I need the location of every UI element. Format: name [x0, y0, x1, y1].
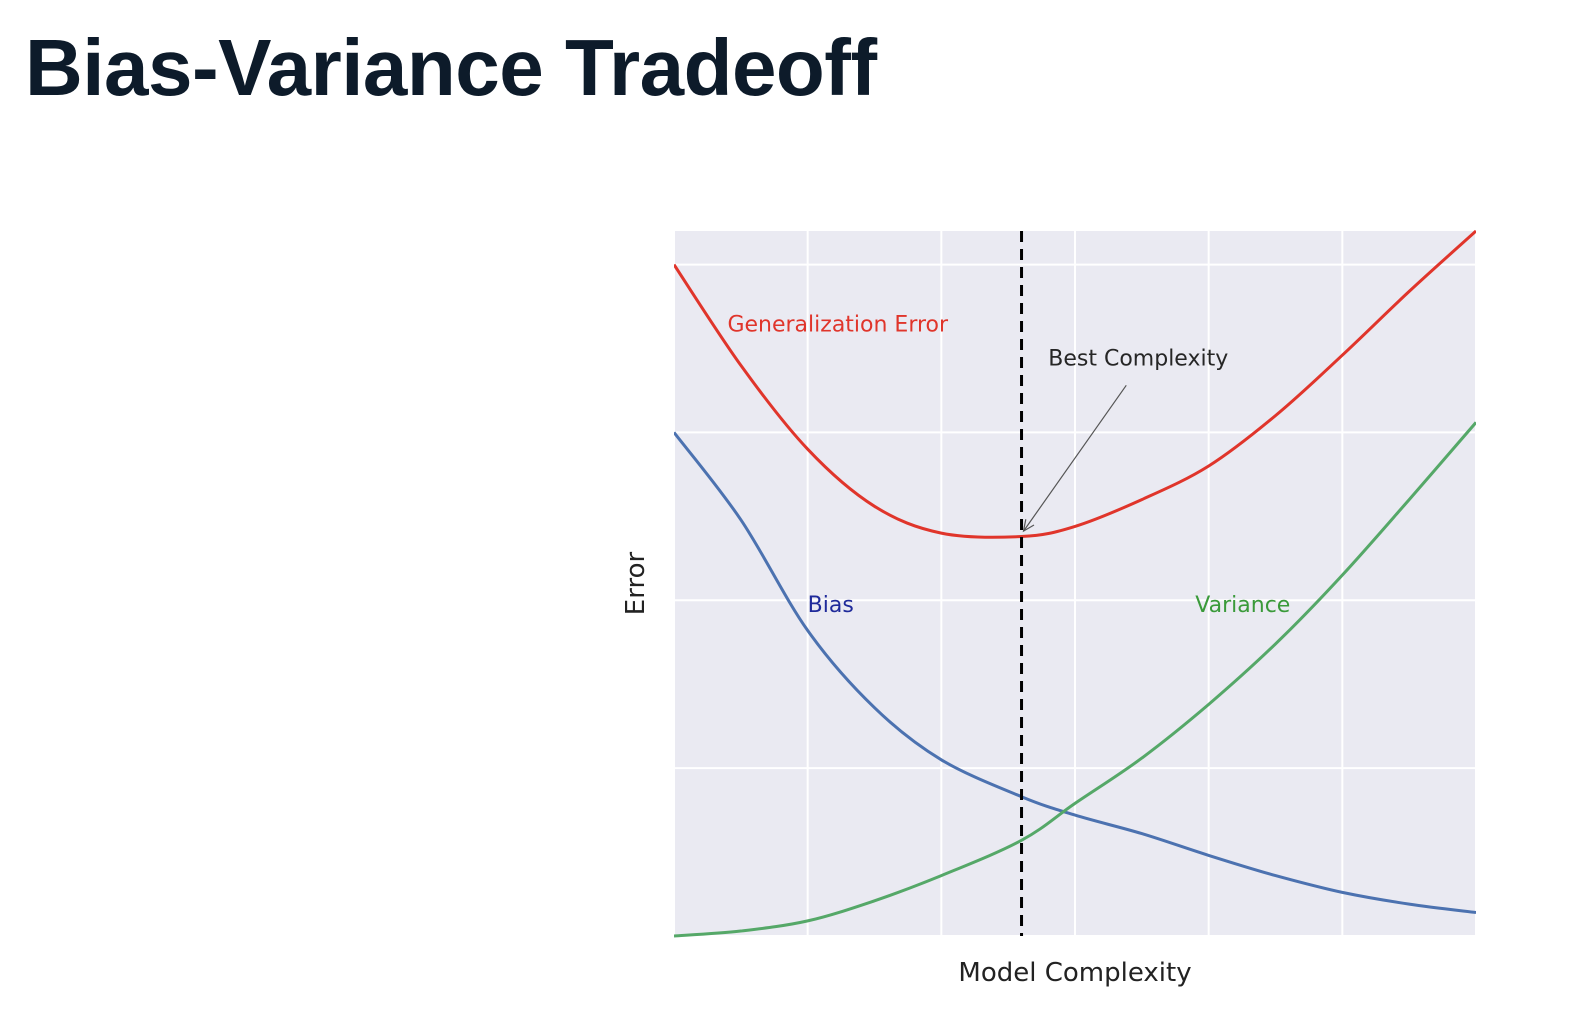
grid [673, 231, 1477, 937]
series-line-bias [674, 431, 1476, 914]
series-line-variance [674, 421, 1476, 938]
annotation-generalization-error: Generalization Error [727, 313, 949, 338]
series-line-generalization-error [674, 229, 1476, 539]
annotation-arrow-head [1022, 519, 1035, 533]
annotation-arrow [1023, 384, 1127, 532]
y-axis-label: Error [621, 552, 651, 616]
annotations: Generalization Error Bias Variance Best Com… [727, 313, 1290, 618]
series-lines [674, 229, 1476, 938]
x-axis-label: Model Complexity [958, 958, 1191, 988]
page-title: Bias-Variance Tradeoff [25, 23, 877, 112]
annotation-bias: Bias [808, 593, 854, 618]
annotation-best-complexity: Best Complexity [1048, 346, 1228, 371]
axis-labels: Model Complexity Error [621, 552, 1192, 988]
annotation-variance: Variance [1195, 593, 1290, 618]
